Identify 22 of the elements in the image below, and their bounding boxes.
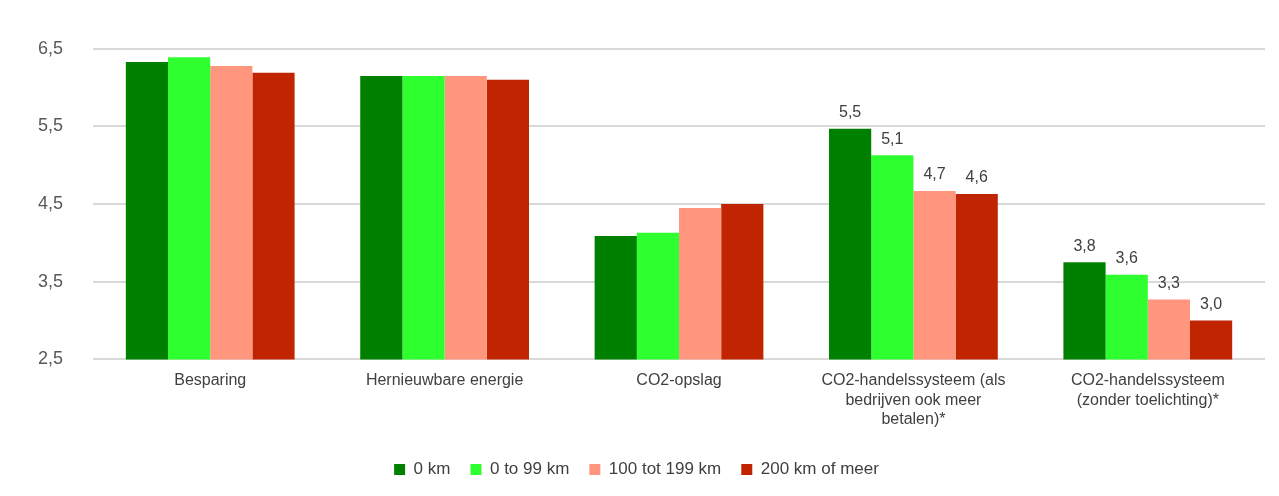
legend-label: 100 tot 199 km — [608, 459, 722, 479]
x-tick-label: CO2-opslag — [636, 371, 722, 389]
x-tick-label: CO2-handelssysteem (als bedrijven ook meer betalen)* — [821, 371, 1006, 427]
data-label: 4,7 — [923, 165, 946, 183]
legend-label: 0 km — [413, 459, 451, 479]
data-label: 3,8 — [1073, 236, 1096, 254]
x-tick-label: CO2-handelssysteem (zonder toelichting)* — [1070, 371, 1225, 408]
x-tick-label: Hernieuwbare energie — [365, 371, 524, 389]
y-tick-label: 2,5 — [37, 348, 64, 369]
data-label: 4,6 — [965, 168, 988, 186]
legend-label: 0 to 99 km — [489, 459, 570, 479]
y-tick-label: 5,5 — [37, 115, 64, 136]
data-label: 5,5 — [838, 103, 862, 121]
y-tick-label: 4,5 — [37, 193, 64, 214]
x-tick-label: Besparing — [174, 371, 247, 389]
data-label: 3,6 — [1115, 249, 1138, 267]
legend-label: 200 km of meer — [760, 459, 880, 479]
data-label: 3,0 — [1199, 294, 1223, 312]
data-label: 3,3 — [1157, 274, 1181, 292]
y-tick-label: 6,5 — [37, 37, 64, 58]
data-label: 5,1 — [881, 129, 904, 147]
y-tick-label: 3,5 — [37, 270, 64, 291]
